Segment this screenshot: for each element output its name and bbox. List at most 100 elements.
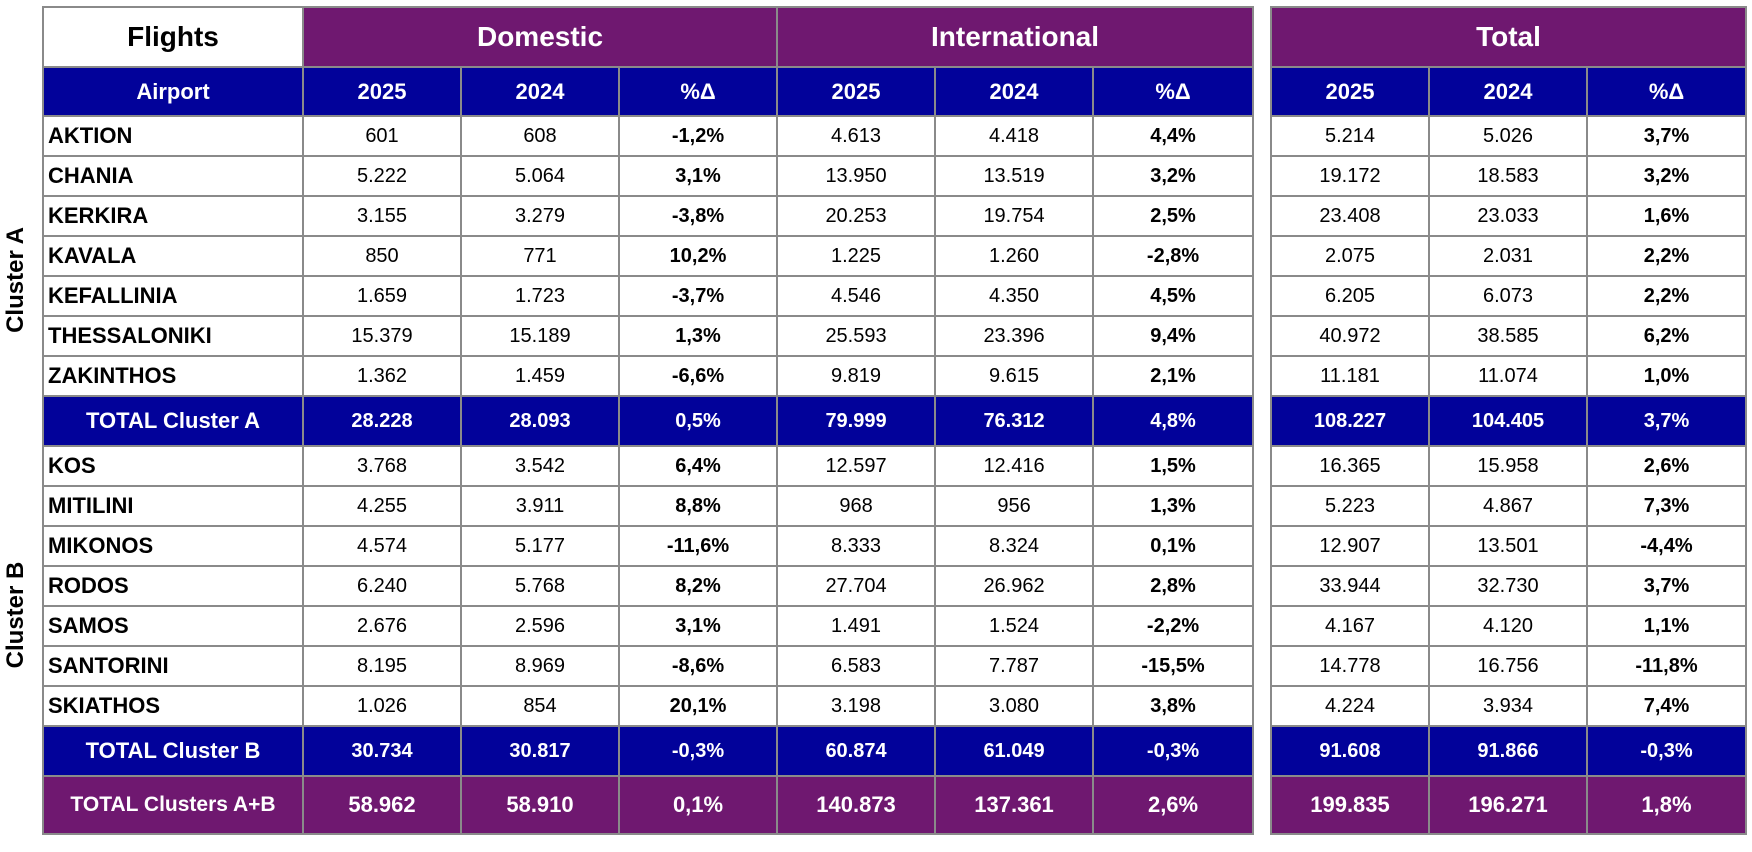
international-2024-value: 12.416 [934, 445, 1095, 487]
airport-name: KERKIRA [42, 195, 304, 237]
total-2025-value: 4.224 [1270, 685, 1430, 727]
airport-name: SAMOS [42, 605, 304, 647]
domestic-2024-value: 1.459 [460, 355, 620, 397]
domestic-2025-header: 2025 [302, 66, 462, 117]
domestic-2024-value: 3.279 [460, 195, 620, 237]
total-2024-value: 196.271 [1428, 775, 1588, 835]
cluster-total-row: TOTAL Cluster A 28.228 28.093 0,5% 79.999 76.… [42, 395, 1255, 447]
table-row: 4.167 4.120 1,1% [1270, 605, 1748, 647]
international-pct-value: 3,8% [1092, 685, 1255, 727]
total-pct-value: 1,8% [1585, 775, 1748, 835]
international-2024-value: 19.754 [934, 195, 1095, 237]
cluster-a-side-label: Cluster A [2, 227, 29, 333]
total-2025-value: 5.223 [1270, 485, 1430, 527]
table-row: 16.365 15.958 2,6% [1270, 445, 1748, 487]
table-row: KAVALA 850 771 10,2% 1.225 1.260 -2,8% [42, 235, 1255, 277]
total-header: Total [1269, 6, 1748, 68]
domestic-2024-value: 5.177 [460, 525, 620, 567]
international-2025-value: 8.333 [776, 525, 937, 567]
total-pct-value: 2,2% [1585, 235, 1748, 277]
airport-name: TOTAL Clusters A+B [42, 775, 304, 835]
table-row: MIKONOS 4.574 5.177 -11,6% 8.333 8.324 0,1% [42, 525, 1255, 567]
international-2024-value: 61.049 [934, 725, 1095, 777]
total-2025-value: 40.972 [1270, 315, 1430, 357]
domestic-2024-value: 5.064 [460, 155, 620, 197]
international-2024-value: 76.312 [934, 395, 1095, 447]
domestic-2025-value: 601 [302, 115, 462, 157]
international-pct-header: %Δ [1092, 66, 1255, 117]
domestic-2025-value: 1.659 [302, 275, 462, 317]
airport-name: RODOS [42, 565, 304, 607]
domestic-pct-value: -8,6% [617, 645, 779, 687]
international-2025-value: 60.874 [776, 725, 937, 777]
table-row: KEFALLINIA 1.659 1.723 -3,7% 4.546 4.350 4,5% [42, 275, 1255, 317]
international-pct-value: -15,5% [1092, 645, 1255, 687]
domestic-2024-value: 608 [460, 115, 620, 157]
total-2025-value: 19.172 [1270, 155, 1430, 197]
domestic-2025-value: 3.768 [302, 445, 462, 487]
total-table: Total 2025 2024 %Δ 5.214 5.026 3,7% 19.172 1… [1269, 6, 1748, 835]
total-2025-value: 12.907 [1270, 525, 1430, 567]
total-2025-value: 199.835 [1270, 775, 1430, 835]
domestic-2025-value: 2.676 [302, 605, 462, 647]
total-pct-value: 1,0% [1585, 355, 1748, 397]
total-2024-value: 38.585 [1428, 315, 1588, 357]
cluster-total-row: 91.608 91.866 -0,3% [1270, 725, 1748, 777]
table-row: THESSALONIKI 15.379 15.189 1,3% 25.593 23.396… [42, 315, 1255, 357]
domestic-2025-value: 15.379 [302, 315, 462, 357]
total-2024-value: 6.073 [1428, 275, 1588, 317]
total-2025-value: 91.608 [1270, 725, 1430, 777]
international-2025-value: 968 [776, 485, 937, 527]
total-2024-value: 91.866 [1428, 725, 1588, 777]
total-pct-value: 3,2% [1585, 155, 1748, 197]
international-2025-value: 3.198 [776, 685, 937, 727]
international-2024-value: 1.524 [934, 605, 1095, 647]
international-pct-value: -2,2% [1092, 605, 1255, 647]
airport-name: TOTAL Cluster B [42, 725, 304, 777]
international-2024-value: 137.361 [934, 775, 1095, 835]
total-2024-value: 2.031 [1428, 235, 1588, 277]
international-2024-value: 13.519 [934, 155, 1095, 197]
domestic-pct-value: 20,1% [617, 685, 779, 727]
table-row: 40.972 38.585 6,2% [1270, 315, 1748, 357]
total-pct-value: 3,7% [1585, 115, 1748, 157]
total-2025-value: 2.075 [1270, 235, 1430, 277]
total-2025-value: 6.205 [1270, 275, 1430, 317]
domestic-pct-value: -11,6% [617, 525, 779, 567]
international-pct-value: 3,2% [1092, 155, 1255, 197]
total-2024-value: 11.074 [1428, 355, 1588, 397]
total-pct-value: 6,2% [1585, 315, 1748, 357]
international-pct-value: 4,8% [1092, 395, 1255, 447]
domestic-header: Domestic [301, 6, 779, 68]
domestic-2025-value: 58.962 [302, 775, 462, 835]
total-2025-value: 23.408 [1270, 195, 1430, 237]
total-2024-value: 3.934 [1428, 685, 1588, 727]
flights-header: Flights [42, 6, 304, 68]
table-row: SAMOS 2.676 2.596 3,1% 1.491 1.524 -2,2% [42, 605, 1255, 647]
total-pct-value: -4,4% [1585, 525, 1748, 567]
table-row: RODOS 6.240 5.768 8,2% 27.704 26.962 2,8% [42, 565, 1255, 607]
domestic-2024-value: 5.768 [460, 565, 620, 607]
airport-header: Airport [42, 66, 304, 117]
international-2025-value: 79.999 [776, 395, 937, 447]
domestic-2024-value: 854 [460, 685, 620, 727]
total-pct-value: -0,3% [1585, 725, 1748, 777]
total-2024-value: 16.756 [1428, 645, 1588, 687]
cluster-b-side-label: Cluster B [2, 561, 29, 669]
international-pct-value: 4,5% [1092, 275, 1255, 317]
domestic-2024-value: 30.817 [460, 725, 620, 777]
domestic-pct-value: -3,8% [617, 195, 779, 237]
total-2024-header: 2024 [1428, 66, 1588, 117]
international-pct-value: 2,1% [1092, 355, 1255, 397]
table-row: 14.778 16.756 -11,8% [1270, 645, 1748, 687]
domestic-2024-value: 15.189 [460, 315, 620, 357]
international-2025-value: 27.704 [776, 565, 937, 607]
table-row: SANTORINI 8.195 8.969 -8,6% 6.583 7.787 -15,5% [42, 645, 1255, 687]
international-2025-header: 2025 [776, 66, 937, 117]
domestic-pct-value: -3,7% [617, 275, 779, 317]
international-pct-value: 1,3% [1092, 485, 1255, 527]
domestic-2025-value: 1.362 [302, 355, 462, 397]
table-row: 4.224 3.934 7,4% [1270, 685, 1748, 727]
table-row: SKIATHOS 1.026 854 20,1% 3.198 3.080 3,8% [42, 685, 1255, 727]
airport-name: SKIATHOS [42, 685, 304, 727]
